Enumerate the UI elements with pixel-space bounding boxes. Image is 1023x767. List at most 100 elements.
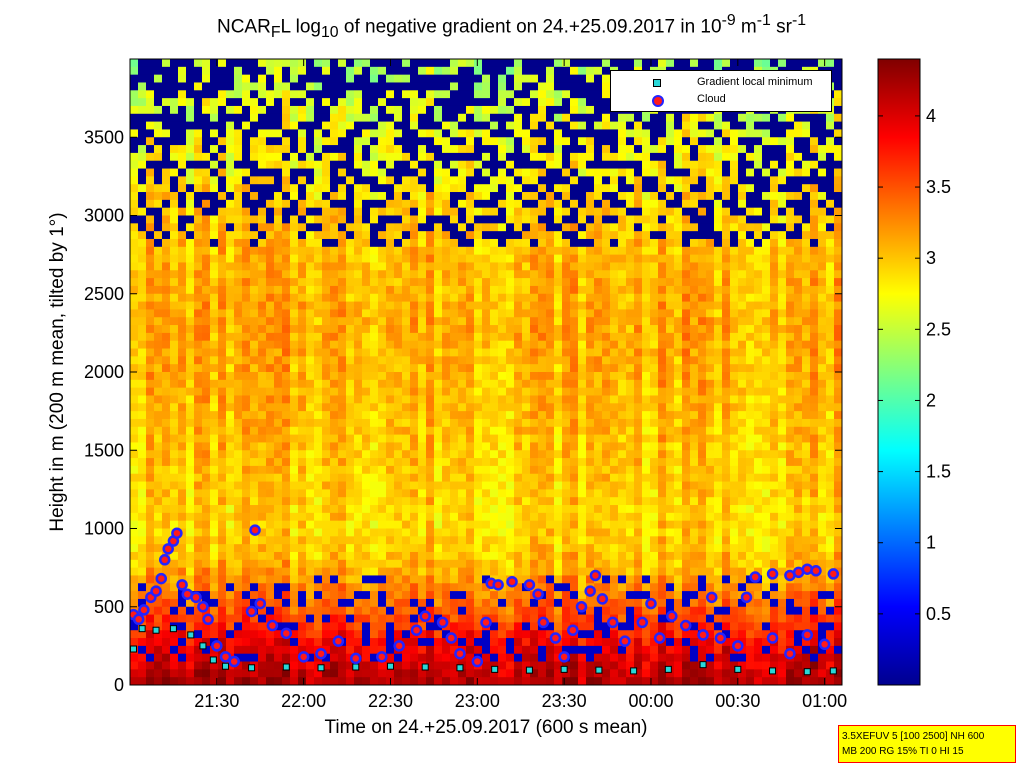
heatmap-cell: [594, 231, 603, 240]
heatmap-cell: [474, 622, 483, 631]
heatmap-cell: [578, 551, 587, 561]
heatmap-cell: [482, 528, 491, 537]
heatmap-cell: [466, 160, 475, 170]
heatmap-cell: [554, 262, 563, 271]
heatmap-cell: [394, 465, 403, 475]
heatmap-cell: [426, 262, 435, 271]
heatmap-cell: [330, 372, 339, 381]
heatmap-cell: [514, 145, 523, 154]
heatmap-cell: [570, 238, 579, 248]
heatmap-cell: [618, 332, 627, 342]
heatmap-cell: [426, 567, 435, 577]
heatmap-cell: [258, 426, 267, 436]
heatmap-cell: [426, 583, 435, 592]
heatmap-cell: [298, 403, 307, 412]
heatmap-cell: [194, 121, 203, 131]
heatmap-cell: [346, 152, 355, 162]
heatmap-cell: [538, 215, 547, 224]
heatmap-cell: [210, 505, 219, 514]
heatmap-cell: [186, 528, 195, 537]
heatmap-cell: [578, 340, 587, 350]
heatmap-cell: [178, 309, 187, 318]
heatmap-cell: [290, 575, 299, 584]
heatmap-cell: [282, 59, 291, 68]
heatmap-cell: [346, 105, 355, 115]
heatmap-cell: [426, 332, 435, 342]
heatmap-cell: [610, 505, 619, 514]
heatmap-cell: [450, 411, 459, 420]
heatmap-cell: [306, 184, 315, 193]
heatmap-cell: [450, 567, 459, 577]
heatmap-cell: [570, 246, 579, 256]
heatmap-cell: [434, 528, 443, 537]
heatmap-cell: [570, 254, 579, 264]
heatmap-cell: [282, 113, 291, 123]
heatmap-cell: [154, 82, 163, 91]
heatmap-cell: [130, 309, 139, 318]
heatmap-cell: [450, 285, 459, 295]
heatmap-cell: [290, 215, 299, 224]
heatmap-cell: [178, 332, 187, 342]
heatmap-cell: [210, 137, 219, 146]
heatmap-cell: [250, 544, 259, 553]
heatmap-cell: [170, 90, 179, 99]
heatmap-cell: [458, 309, 467, 318]
heatmap-cell: [450, 544, 459, 553]
heatmap-cell: [458, 262, 467, 271]
heatmap-cell: [490, 364, 499, 373]
heatmap-cell: [378, 606, 387, 616]
heatmap-cell: [282, 458, 291, 467]
heatmap-cell: [450, 90, 459, 99]
heatmap-cell: [218, 645, 227, 655]
heatmap-cell: [466, 66, 475, 76]
heatmap-cell: [242, 559, 251, 569]
heatmap-cell: [354, 238, 363, 248]
heatmap-cell: [370, 677, 379, 685]
heatmap-cell: [618, 184, 627, 193]
heatmap-cell: [434, 82, 443, 91]
heatmap-cell: [426, 434, 435, 444]
heatmap-cell: [250, 82, 259, 91]
heatmap-cell: [290, 325, 299, 334]
heatmap-cell: [154, 567, 163, 577]
heatmap-cell: [250, 458, 259, 467]
heatmap-cell: [450, 512, 459, 522]
heatmap-cell: [586, 465, 595, 475]
heatmap-cell: [546, 426, 555, 436]
heatmap-cell: [594, 505, 603, 514]
heatmap-cell: [218, 160, 227, 170]
heatmap-cell: [546, 309, 555, 318]
heatmap-cell: [514, 442, 523, 451]
heatmap-cell: [530, 403, 539, 412]
heatmap-cell: [170, 418, 179, 428]
heatmap-cell: [426, 489, 435, 498]
heatmap-cell: [442, 207, 451, 217]
heatmap-cell: [546, 497, 555, 506]
heatmap-cell: [474, 199, 483, 209]
heatmap-cell: [538, 254, 547, 264]
heatmap-cell: [250, 66, 259, 76]
heatmap-cell: [370, 223, 379, 232]
heatmap-cell: [282, 356, 291, 365]
heatmap-cell: [434, 325, 443, 334]
heatmap-cell: [274, 145, 283, 154]
heatmap-cell: [458, 231, 467, 240]
heatmap-cell: [170, 583, 179, 592]
heatmap-cell: [402, 317, 411, 326]
heatmap-cell: [370, 207, 379, 217]
heatmap-cell: [458, 598, 467, 608]
heatmap-cell: [386, 270, 395, 279]
heatmap-cell: [554, 59, 563, 68]
heatmap-cell: [178, 544, 187, 553]
heatmap-cell: [370, 215, 379, 224]
heatmap-cell: [474, 145, 483, 154]
heatmap-cell: [570, 223, 579, 232]
heatmap-cell: [194, 379, 203, 389]
heatmap-cell: [498, 551, 507, 561]
heatmap-cell: [434, 301, 443, 311]
heatmap-cell: [482, 426, 491, 436]
heatmap-cell: [610, 160, 619, 170]
heatmap-cell: [538, 434, 547, 444]
heatmap-cell: [154, 113, 163, 123]
heatmap-cell: [538, 238, 547, 248]
